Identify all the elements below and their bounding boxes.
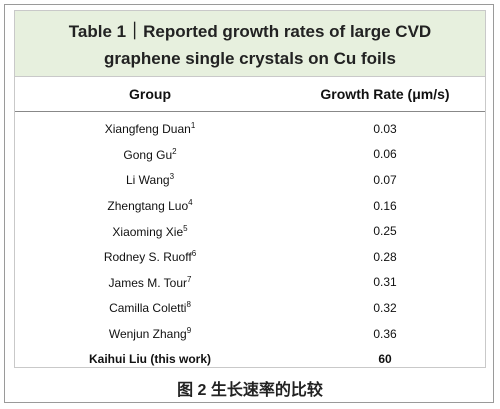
group-name: Wenjun Zhang (108, 327, 187, 342)
header-row: Group Growth Rate (μm/s) (15, 77, 485, 112)
group-cell: Kaihui Liu (this work) (15, 352, 285, 366)
table-title: Table 1｜Reported growth rates of large C… (15, 11, 485, 77)
frame (4, 4, 494, 403)
group-name: Li Wang (125, 173, 170, 188)
group-cell: James M. Tour7 (15, 275, 285, 290)
rate-cell: 0.25 (373, 224, 397, 239)
title-line: graphene single crystals on Cu foils (104, 49, 396, 68)
reference: 5 (183, 223, 188, 233)
group-name: Xiangfeng Duan (104, 122, 191, 137)
rate-cell: 0.31 (373, 275, 397, 290)
reference: 3 (169, 172, 175, 182)
column-header: Group (129, 86, 171, 102)
table-row: Rodney S. Ruoff6 0.28 (15, 244, 485, 270)
title-line: Table 1｜Reported growth rates of large C… (68, 22, 432, 41)
rate-cell: 0.07 (373, 172, 397, 187)
group-cell: Zhengtang Luo4 (15, 198, 285, 213)
table-body: Xiangfeng Duan1 0.03 Gong Gu2 0.06 Li Wang3 0… (15, 112, 485, 372)
rate-cell: 0.16 (373, 198, 397, 213)
table-row: Wenjun Zhang9 0.36 (15, 321, 485, 347)
group-cell: Xiangfeng Duan1 (15, 121, 285, 136)
rate-cell: 0.28 (373, 249, 397, 264)
reference: 9 (186, 326, 192, 336)
group-name: Kaihui Liu (this work) (89, 352, 211, 367)
group-cell: Wenjun Zhang9 (15, 326, 285, 341)
rate-cell: 0.03 (373, 121, 397, 136)
reference: 1 (190, 121, 196, 131)
group-name: James M. Tour (108, 275, 187, 290)
rate-cell: 0.32 (373, 300, 397, 315)
group-name: Zhengtang Luo (107, 199, 189, 214)
reference: 8 (186, 300, 191, 310)
table-row: Li Wang3 0.07 (15, 167, 485, 193)
reference: 6 (191, 249, 197, 259)
group-cell: Rodney S. Ruoff6 (15, 249, 285, 264)
group-cell: Xiaoming Xie5 (15, 224, 285, 239)
group-cell: Li Wang3 (15, 172, 285, 187)
rate-cell: 0.36 (373, 326, 397, 341)
group-name: Camilla Coletti (109, 301, 187, 316)
column-header: Growth Rate (μm/s) (320, 86, 450, 102)
table-row: Xiangfeng Duan1 0.03 (15, 116, 485, 142)
reference: 4 (188, 198, 193, 208)
rate-cell: 0.06 (373, 147, 397, 162)
rate-cell: 60 (378, 352, 392, 367)
table-row: Gong Gu2 0.06 (15, 142, 485, 168)
group-name: Gong Gu (123, 147, 173, 162)
table-row: James M. Tour7 0.31 (15, 270, 485, 296)
group-name: Xiaoming Xie (112, 224, 184, 239)
group-cell: Camilla Coletti8 (15, 300, 285, 315)
caption: 图 2 生长速率的比较 (177, 382, 323, 399)
table-row: Xiaoming Xie5 0.25 (15, 218, 485, 244)
table-row: Zhengtang Luo4 0.16 (15, 193, 485, 219)
group-name: Rodney S. Ruoff (103, 250, 192, 265)
table-row: Camilla Coletti8 0.32 (15, 295, 485, 321)
reference: 2 (172, 146, 177, 156)
table-row: Kaihui Liu (this work) 60 (15, 346, 485, 372)
reference: 7 (187, 274, 192, 284)
table: Table 1｜Reported growth rates of large C… (14, 10, 486, 368)
group-cell: Gong Gu2 (15, 147, 285, 162)
